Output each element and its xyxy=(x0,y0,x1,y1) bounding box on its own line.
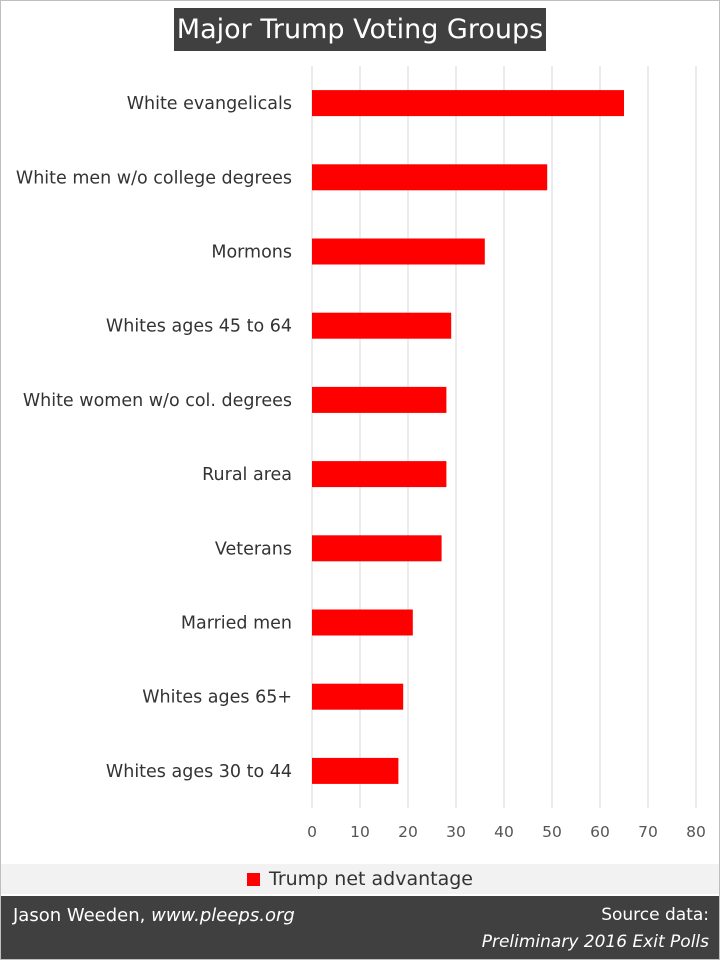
legend-band xyxy=(1,864,719,894)
x-tick-label: 70 xyxy=(638,823,658,841)
x-tick-label: 50 xyxy=(542,823,562,841)
source-label: Source data: xyxy=(601,905,709,925)
source-name: Preliminary 2016 Exit Polls xyxy=(481,932,709,952)
x-tick-label: 10 xyxy=(350,823,370,841)
bar xyxy=(312,535,442,562)
bar xyxy=(312,164,548,191)
legend-swatch xyxy=(247,872,260,886)
x-tick-label: 20 xyxy=(398,823,418,841)
bar xyxy=(312,461,447,488)
category-label: White evangelicals xyxy=(127,94,292,114)
chart-title: Major Trump Voting Groups xyxy=(174,8,546,51)
footer: Jason Weeden, www.pleeps.org Source data… xyxy=(1,896,719,959)
legend: Trump net advantage xyxy=(0,866,720,892)
bar xyxy=(312,238,485,265)
bar xyxy=(312,609,413,636)
category-label: Married men xyxy=(181,614,292,634)
x-tick-label: 40 xyxy=(494,823,514,841)
category-labels: White evangelicals White men w/o college … xyxy=(16,94,292,782)
category-label: Rural area xyxy=(202,465,292,485)
bar xyxy=(312,386,447,413)
category-label: White men w/o college degrees xyxy=(16,168,292,188)
author-name: Jason Weeden, xyxy=(13,905,152,926)
x-tick-label: 30 xyxy=(446,823,466,841)
category-label: White women w/o col. degrees xyxy=(23,391,292,411)
legend-label: Trump net advantage xyxy=(269,868,473,890)
category-label: Mormons xyxy=(211,243,292,263)
category-label: Veterans xyxy=(215,539,292,559)
bars xyxy=(312,90,624,784)
x-tick-label: 80 xyxy=(686,823,706,841)
author-site: www.pleeps.org xyxy=(151,905,295,926)
bar xyxy=(312,757,399,784)
bar xyxy=(312,683,404,710)
category-label: Whites ages 30 to 44 xyxy=(106,762,292,782)
category-label: Whites ages 45 to 64 xyxy=(106,317,292,337)
x-tick-label: 60 xyxy=(590,823,610,841)
footer-author: Jason Weeden, www.pleeps.org xyxy=(13,905,295,926)
bar xyxy=(312,90,624,117)
bar xyxy=(312,312,452,339)
x-tick-labels: 0 10 20 30 40 50 60 70 80 xyxy=(307,823,706,841)
bar-chart: White evangelicals White men w/o college … xyxy=(16,66,706,841)
x-tick-label: 0 xyxy=(307,823,317,841)
category-label: Whites ages 65+ xyxy=(142,688,292,708)
